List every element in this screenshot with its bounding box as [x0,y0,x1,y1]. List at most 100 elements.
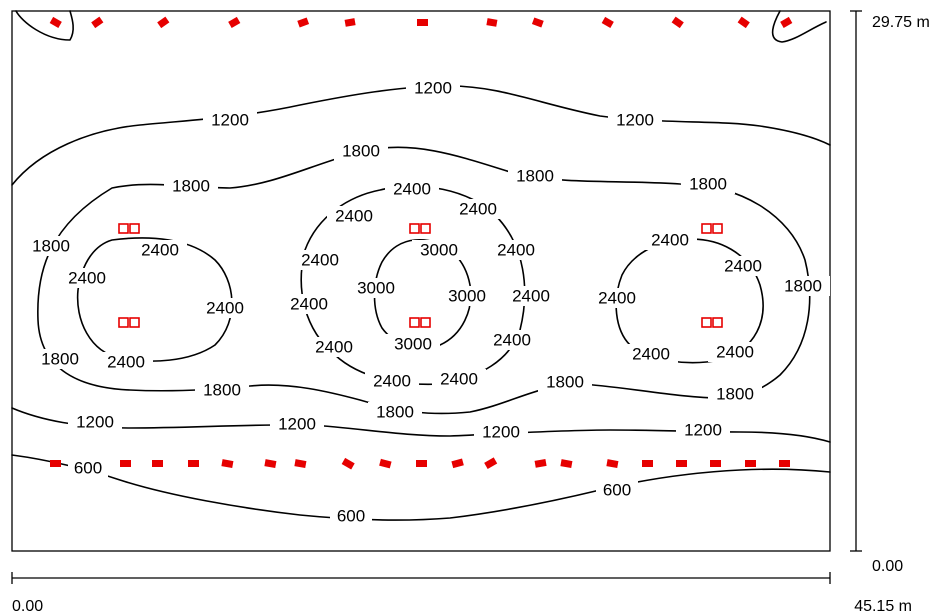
svg-text:1200: 1200 [76,413,114,432]
luminaire [710,460,721,467]
contour-label: 1800 [164,176,218,196]
isoline-corner-top-left [15,10,74,41]
isoline-600 [11,454,831,521]
contour-label: 2400 [624,344,678,364]
svg-text:1200: 1200 [482,423,520,442]
luminaire [780,16,793,28]
height-dimension: 29.75 m 0.00 [850,10,930,575]
contour-label: 2400 [590,288,644,308]
contour-label: 3000 [386,334,440,354]
svg-text:2400: 2400 [393,180,431,199]
contour-label: 2400 [327,206,381,226]
luminaire [745,460,756,467]
contour-label: 2400 [99,352,153,372]
luminaire [779,460,790,467]
contour-label: 1200 [676,420,730,440]
contour-label: 1800 [368,402,422,422]
svg-text:600: 600 [337,507,365,526]
contour-label: 1800 [334,141,388,161]
svg-text:1800: 1800 [376,403,414,422]
contour-label: 2400 [307,337,361,357]
luminaire-twin [701,223,723,234]
svg-text:1200: 1200 [414,79,452,98]
luminaire [49,16,62,28]
luminaire [157,16,170,29]
contour-label: 2400 [643,230,697,250]
svg-text:3000: 3000 [394,335,432,354]
luminaire-twin [409,317,431,328]
contour-label: 2400 [60,268,114,288]
contour-label: 1200 [270,414,324,434]
contour-label: 1800 [681,174,735,194]
svg-text:2400: 2400 [440,370,478,389]
luminaires-top-row [49,16,793,29]
contour-label: 2400 [293,250,347,270]
luminaire [120,460,131,467]
svg-text:2400: 2400 [651,231,689,250]
svg-text:1200: 1200 [616,111,654,130]
contour-label: 1800 [33,349,87,369]
contour-label: 3000 [412,240,466,260]
contour-label: 1200 [406,78,460,98]
svg-text:1200: 1200 [684,421,722,440]
height-label: 29.75 m [872,14,930,31]
svg-text:1800: 1800 [516,167,554,186]
luminaire [50,460,61,467]
y-origin-label: 0.00 [872,558,903,575]
contour-label: 2400 [716,256,770,276]
svg-text:2400: 2400 [141,241,179,260]
luminaire [560,459,573,468]
contour-label: 2400 [708,342,762,362]
luminaire [606,459,619,468]
luminaire [379,458,392,469]
luminaire [484,457,498,469]
contour-label: 2400 [432,369,486,389]
x-origin-label: 0.00 [12,598,43,615]
luminaire [417,19,428,26]
svg-text:2400: 2400 [290,295,328,314]
contour-label: 1800 [708,384,762,404]
isoline-2400-left [76,237,233,362]
contour-label: 600 [596,480,638,500]
svg-text:2400: 2400 [598,289,636,308]
luminaire [221,459,234,468]
svg-text:1800: 1800 [342,142,380,161]
luminaire [737,16,750,29]
svg-text:2400: 2400 [493,331,531,350]
svg-text:2400: 2400 [373,372,411,391]
luminaire [188,460,199,467]
svg-text:2400: 2400 [315,338,353,357]
svg-text:600: 600 [603,481,631,500]
contour-label: 2400 [489,240,543,260]
luminaire-twin [409,223,431,234]
contour-label: 600 [330,506,372,526]
luminaires-bottom-row [50,457,790,470]
contour-label: 2400 [133,240,187,260]
contour-label: 1200 [203,110,257,130]
luminaire [297,17,310,28]
contour-label: 2400 [504,286,558,306]
luminaires-twin [118,223,723,328]
luminaire [642,460,653,467]
contour-label: 2400 [385,179,439,199]
contour-label: 1200 [68,412,122,432]
width-dimension: 0.00 45.15 m [11,572,912,615]
contour-label: 1800 [538,372,592,392]
luminaire [676,460,687,467]
luminaire [486,18,498,27]
luminaire [264,459,277,468]
contour-label: 1800 [24,236,78,256]
svg-text:2400: 2400 [512,287,550,306]
svg-text:1800: 1800 [41,350,79,369]
svg-text:2400: 2400 [459,200,497,219]
luminaire-twin [118,223,140,234]
svg-text:2400: 2400 [68,269,106,288]
svg-text:2400: 2400 [716,343,754,362]
svg-text:2400: 2400 [724,257,762,276]
contour-label: 2400 [282,294,336,314]
contour-label: 1200 [608,110,662,130]
width-label: 45.15 m [854,598,912,615]
luminaire-twin [118,317,140,328]
contour-label: 1800 [195,380,249,400]
